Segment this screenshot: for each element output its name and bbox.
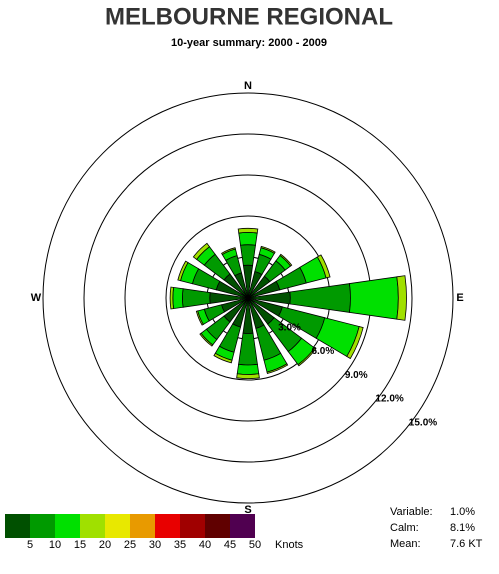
legend-swatch bbox=[130, 514, 155, 538]
wind-segment bbox=[213, 352, 233, 364]
legend-label: 35 bbox=[174, 539, 186, 551]
ring-label: 12.0% bbox=[375, 394, 403, 405]
ring-label: 6.0% bbox=[311, 346, 334, 357]
wind-segment bbox=[279, 253, 293, 267]
stat-label: Mean: bbox=[390, 538, 421, 550]
legend-swatch bbox=[30, 514, 55, 538]
direction-label: N bbox=[244, 80, 252, 92]
wind-segment bbox=[169, 286, 175, 310]
stat-label: Variable: bbox=[390, 506, 433, 518]
wind-segment bbox=[181, 288, 211, 308]
ring-label: 3.0% bbox=[278, 322, 301, 333]
wind-segment bbox=[177, 260, 189, 282]
legend-label: 50 bbox=[249, 539, 261, 551]
stat-value: 7.6 KT bbox=[450, 538, 483, 550]
chart-subtitle: 10-year summary: 2000 - 2009 bbox=[171, 37, 327, 49]
stat-value: 1.0% bbox=[450, 506, 475, 518]
wind-segment bbox=[237, 227, 259, 234]
legend-label: 45 bbox=[224, 539, 236, 551]
wind-segment bbox=[236, 363, 260, 375]
wind-segment bbox=[172, 286, 184, 310]
ring-label: 9.0% bbox=[345, 370, 368, 381]
legend-swatch bbox=[80, 514, 105, 538]
wind-segment bbox=[236, 373, 260, 380]
legend-label: 40 bbox=[199, 539, 211, 551]
legend-label: 20 bbox=[99, 539, 111, 551]
wind-segment bbox=[316, 254, 331, 279]
direction-label: E bbox=[456, 292, 463, 304]
ring bbox=[42, 92, 454, 504]
stat-value: 8.1% bbox=[450, 522, 475, 534]
ring bbox=[83, 133, 413, 463]
wind-segment bbox=[240, 244, 256, 266]
wind-segment bbox=[260, 245, 276, 254]
wind-segment bbox=[221, 247, 236, 256]
legend-swatch bbox=[180, 514, 205, 538]
direction-label: S bbox=[244, 504, 251, 516]
wind-segment bbox=[266, 363, 289, 374]
legend-swatch bbox=[230, 514, 255, 538]
ring-label: 15.0% bbox=[409, 418, 437, 429]
legend-label: 10 bbox=[49, 539, 61, 551]
legend-swatch bbox=[155, 514, 180, 538]
legend-swatch bbox=[5, 514, 30, 538]
wind-segment bbox=[297, 347, 317, 367]
legend-swatch bbox=[55, 514, 80, 538]
legend-label: 25 bbox=[124, 539, 136, 551]
legend-label: 30 bbox=[149, 539, 161, 551]
wind-segment bbox=[238, 332, 258, 366]
legend-swatch bbox=[105, 514, 130, 538]
stat-label: Calm: bbox=[390, 522, 419, 534]
legend-label: 5 bbox=[27, 539, 33, 551]
wind-segment bbox=[346, 326, 364, 360]
wind-segment bbox=[199, 332, 214, 347]
chart-title: MELBOURNE REGIONAL bbox=[105, 3, 393, 30]
wind-segment bbox=[192, 242, 210, 260]
wind-segment bbox=[238, 231, 258, 246]
legend-swatch bbox=[205, 514, 230, 538]
legend-label: 15 bbox=[74, 539, 86, 551]
wind-segment bbox=[195, 310, 204, 326]
wind-segment bbox=[396, 275, 407, 321]
legend-unit: Knots bbox=[275, 539, 304, 551]
wind-segment bbox=[289, 283, 351, 313]
wind-segment bbox=[349, 276, 399, 320]
direction-label: W bbox=[31, 292, 42, 304]
